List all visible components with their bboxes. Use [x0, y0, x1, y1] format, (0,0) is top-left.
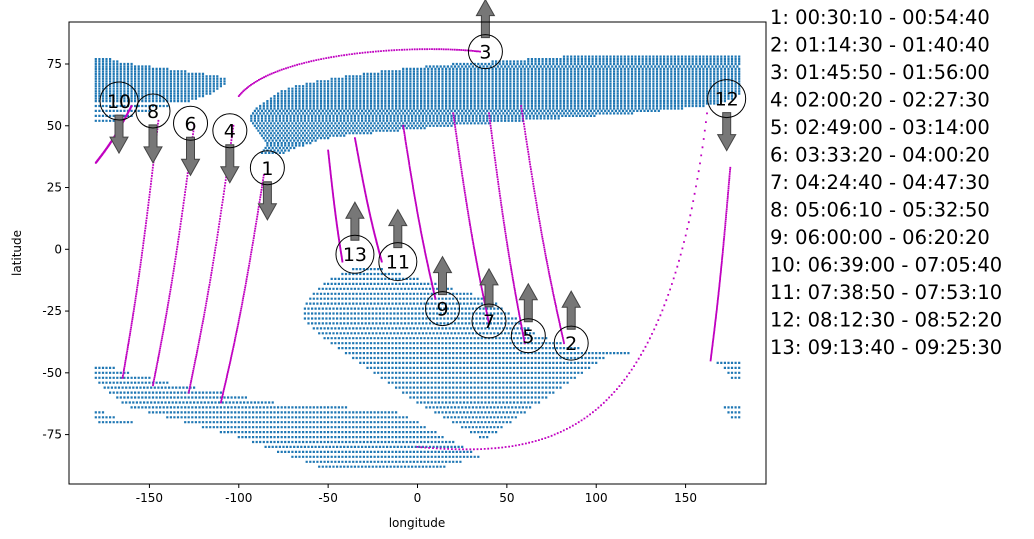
svg-text:10: 10 — [107, 91, 131, 113]
svg-text:9: 9 — [436, 299, 448, 321]
svg-text:5: 5 — [522, 326, 534, 348]
x-tick-label: -50 — [318, 491, 338, 505]
direction-arrow-1 — [257, 181, 278, 221]
x-axis-ticks: -150 -100 -50 0 50 100 150 — [136, 484, 697, 505]
pass-label-7: 7 — [471, 303, 507, 339]
track-pass — [402, 124, 437, 300]
svg-text:3: 3 — [479, 42, 491, 64]
legend-entry: 12: 08:12:30 - 08:52:20 — [770, 309, 1002, 332]
track-pass — [488, 112, 526, 345]
legend-entry: 7: 04:24:40 - 04:47:30 — [770, 171, 990, 194]
y-tick-label: 0 — [54, 242, 62, 256]
x-tick-label: 100 — [585, 491, 608, 505]
legend-entry: 10: 06:39:00 - 07:05:40 — [770, 254, 1002, 277]
track-pass — [327, 149, 344, 263]
y-axis-label: latitude — [10, 230, 24, 276]
direction-arrow-8 — [143, 124, 163, 164]
pass-label-10: 10 — [99, 81, 139, 121]
legend-entry: 11: 07:38:50 - 07:53:10 — [770, 281, 1002, 304]
pass-label-2: 2 — [553, 325, 589, 361]
direction-arrow-12 — [716, 112, 737, 152]
x-axis-label: longitude — [389, 516, 446, 530]
svg-text:8: 8 — [147, 101, 159, 123]
svg-text:6: 6 — [184, 113, 196, 135]
svg-text:13: 13 — [343, 244, 367, 266]
direction-arrow-6 — [180, 136, 201, 177]
coverage-region-southern — [94, 268, 741, 468]
track-pass — [354, 137, 383, 263]
direction-arrow-2 — [561, 290, 582, 330]
legend-entry: 5: 02:49:00 - 03:14:00 — [770, 116, 990, 139]
legend-entry: 13: 09:13:40 - 09:25:30 — [770, 336, 1002, 359]
y-tick-label: 75 — [47, 57, 62, 71]
direction-arrow-10 — [109, 114, 129, 155]
direction-arrow-9 — [432, 255, 453, 296]
svg-text:12: 12 — [715, 89, 739, 111]
y-tick-label: -50 — [42, 366, 62, 380]
y-tick-label: 25 — [47, 181, 62, 195]
direction-arrows — [109, 0, 737, 330]
pass-label-4: 4 — [212, 113, 248, 149]
y-tick-label: -75 — [42, 428, 62, 442]
pass-label-13: 13 — [335, 234, 375, 274]
track-pass — [416, 112, 708, 451]
direction-arrow-3 — [475, 0, 496, 39]
pass-label-1: 1 — [249, 150, 285, 186]
legend-entry: 4: 02:00:20 - 02:27:30 — [770, 89, 990, 112]
svg-text:7: 7 — [483, 311, 495, 333]
pass-label-6: 6 — [173, 105, 209, 141]
direction-arrow-4 — [219, 144, 240, 184]
direction-arrow-5 — [518, 282, 539, 323]
pass-label-11: 11 — [378, 242, 418, 282]
svg-text:11: 11 — [386, 252, 410, 274]
legend-entry: 9: 06:00:00 - 06:20:20 — [770, 226, 990, 249]
pass-label-8: 8 — [135, 93, 171, 129]
legend-entry: 2: 01:14:30 - 01:40:40 — [770, 34, 990, 57]
direction-arrow-11 — [387, 208, 408, 249]
coverage-points — [94, 55, 741, 468]
legend-entry: 3: 01:45:50 - 01:56:00 — [770, 61, 990, 84]
x-tick-label: 150 — [674, 491, 697, 505]
pass-label-9: 9 — [425, 291, 461, 327]
direction-arrow-7 — [479, 267, 499, 308]
track-pass — [709, 166, 732, 362]
x-tick-label: -150 — [136, 491, 163, 505]
track-pass — [94, 105, 133, 164]
legend-entry: 6: 03:33:20 - 04:00:20 — [770, 144, 990, 167]
direction-arrow-13 — [345, 201, 365, 241]
x-tick-label: 0 — [414, 491, 422, 505]
pass-label-3: 3 — [467, 34, 503, 70]
svg-text:2: 2 — [565, 333, 577, 355]
y-tick-label: -25 — [42, 304, 62, 318]
y-tick-label: 50 — [47, 119, 62, 133]
svg-text:1: 1 — [261, 158, 273, 180]
track-pass — [452, 112, 490, 325]
track-pass — [237, 48, 481, 97]
x-tick-label: 50 — [499, 491, 514, 505]
legend: 1: 00:30:10 - 00:54:40 2: 01:14:30 - 01:4… — [770, 6, 1002, 359]
pass-label-5: 5 — [510, 318, 546, 354]
legend-entry: 8: 05:06:10 - 05:32:50 — [770, 199, 990, 222]
y-axis-ticks: -75 -50 -25 0 25 50 75 — [42, 57, 69, 442]
track-pass — [520, 105, 565, 345]
svg-text:4: 4 — [224, 121, 236, 143]
x-tick-label: -100 — [225, 491, 252, 505]
coverage-region-northern — [94, 55, 741, 154]
pass-label-12: 12 — [707, 79, 747, 119]
ground-track-points — [94, 48, 732, 451]
legend-entry: 1: 00:30:10 - 00:54:40 — [770, 6, 990, 29]
track-pass — [220, 174, 265, 404]
